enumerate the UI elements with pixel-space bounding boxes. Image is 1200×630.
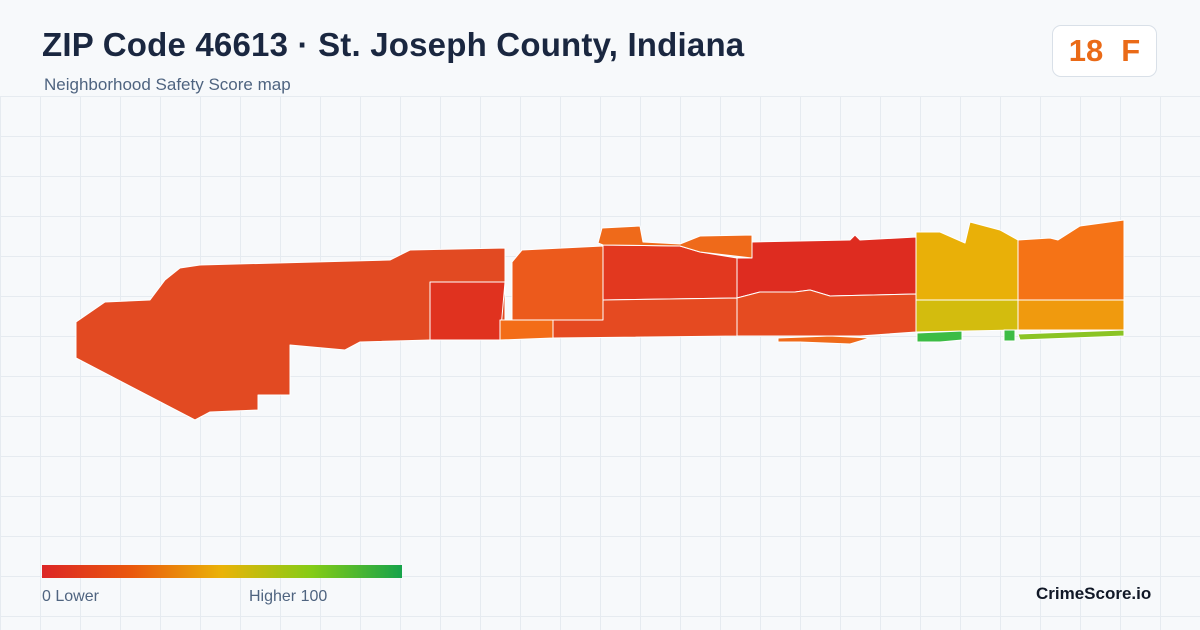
region-east-strip[interactable] <box>777 335 871 345</box>
region-west-center[interactable] <box>429 281 506 341</box>
legend-color-scale <box>42 565 402 578</box>
region-yellow-north[interactable] <box>915 221 1019 301</box>
safety-score-value: 18 <box>1068 33 1104 68</box>
page-title: ZIP Code 46613 · St. Joseph County, Indi… <box>42 26 745 63</box>
region-yellow-south[interactable] <box>915 299 1019 333</box>
legend-higher-label: Higher 100 <box>249 588 328 605</box>
region-center-south-strip[interactable] <box>499 319 554 341</box>
region-far-east-green[interactable] <box>1017 329 1125 341</box>
region-far-east[interactable] <box>1017 219 1125 301</box>
region-mid-top[interactable] <box>597 225 753 259</box>
region-green-strip[interactable] <box>916 329 1016 343</box>
legend-lower-label: 0 Lower <box>42 588 99 605</box>
region-east-south[interactable] <box>736 289 917 337</box>
safety-score-badge: 18 F <box>1052 25 1157 77</box>
brand-logo-text[interactable]: CrimeScore.io <box>1036 584 1152 603</box>
region-far-east-south[interactable] <box>1017 299 1125 331</box>
region-east-red[interactable] <box>736 234 917 299</box>
safety-score-grade: F <box>1121 33 1141 68</box>
page-subtitle: Neighborhood Safety Score map <box>44 75 291 94</box>
region-center-north[interactable] <box>511 245 604 323</box>
